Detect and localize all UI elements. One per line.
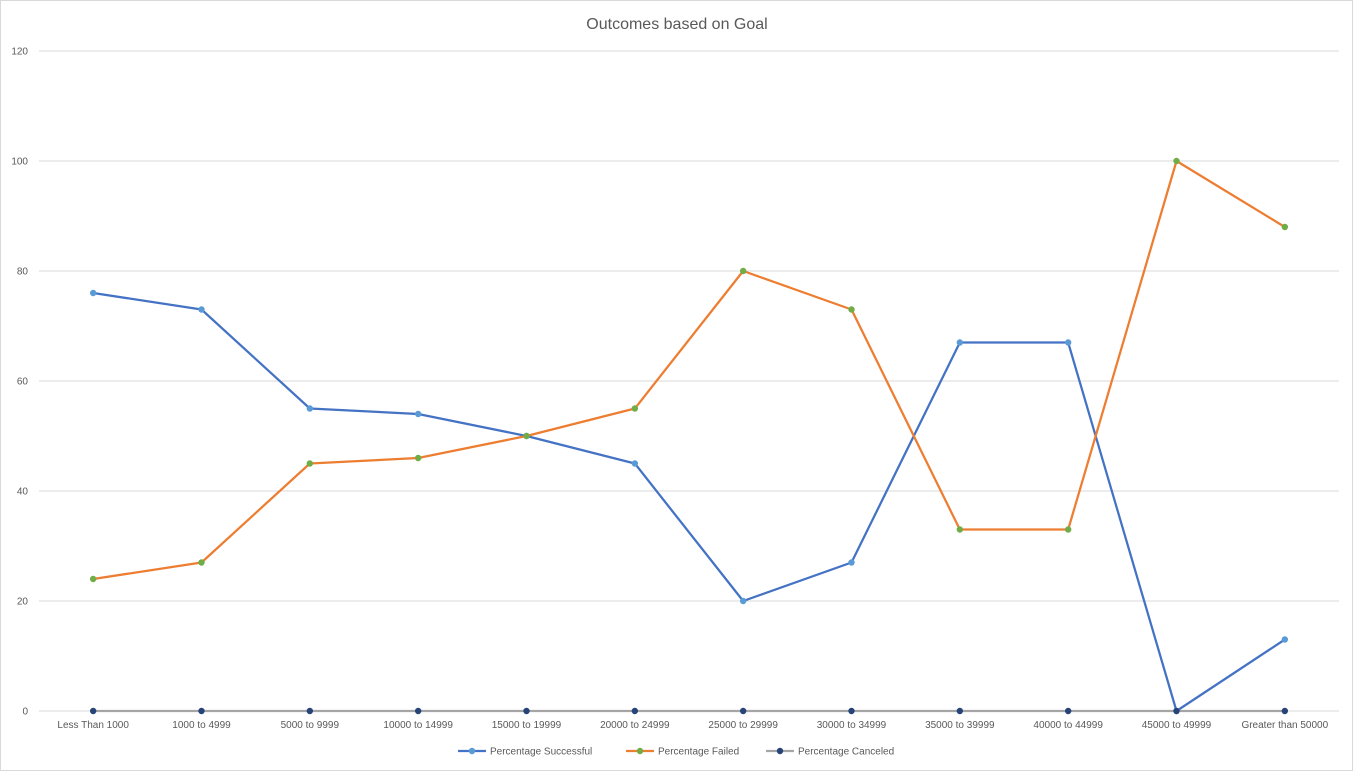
data-point (198, 306, 205, 313)
series-group (89, 289, 1289, 715)
data-point (1281, 223, 1289, 231)
legend-swatch-marker (468, 747, 476, 755)
data-point (739, 267, 747, 275)
y-tick-label: 0 (22, 707, 28, 718)
data-point (523, 707, 530, 715)
x-tick-label: Less Than 1000 (57, 720, 129, 731)
data-point (956, 707, 964, 715)
legend-item: Percentage Successful (458, 747, 592, 758)
data-point (1173, 707, 1180, 715)
series-group (89, 707, 1289, 715)
data-point (1064, 707, 1072, 715)
data-point (306, 405, 314, 412)
legend: Percentage Successful Percentage Failed Pe… (458, 747, 894, 758)
legend-item: Percentage Canceled (766, 747, 894, 758)
data-point (1064, 526, 1072, 533)
legend-item: Percentage Failed (626, 747, 739, 758)
data-point (1064, 339, 1072, 346)
series-line (92, 159, 1286, 581)
data-point (414, 410, 422, 418)
data-point (739, 707, 747, 715)
data-point (198, 707, 205, 715)
data-point (198, 559, 205, 566)
y-tick-label: 80 (17, 267, 29, 278)
x-tick-label: 45000 to 49999 (1142, 720, 1212, 731)
x-tick-label: 30000 to 34999 (817, 720, 887, 731)
legend-label: Percentage Successful (490, 747, 592, 758)
x-tick-label: Greater than 50000 (1241, 720, 1328, 731)
series-group (89, 157, 1289, 583)
data-point (414, 454, 422, 462)
x-tick-label: 10000 to 14999 (383, 720, 453, 731)
data-point (739, 597, 747, 605)
y-tick-label: 60 (17, 377, 29, 388)
x-tick-label: 40000 to 44999 (1033, 720, 1103, 731)
x-tick-label: 25000 to 29999 (708, 720, 778, 731)
data-point (631, 460, 639, 467)
data-point (89, 707, 97, 715)
x-tick-label: 35000 to 39999 (925, 720, 995, 731)
data-point (848, 306, 855, 313)
data-point (89, 289, 97, 297)
x-tick-label: 15000 to 19999 (492, 720, 562, 731)
data-point (414, 707, 422, 715)
x-tick-label: 5000 to 9999 (281, 720, 340, 731)
axes: 0 20 40 60 80 100 120 Less Than 1000 1000 to 499… (11, 47, 1339, 731)
chart-title: Outcomes based on Goal (586, 16, 767, 33)
data-point (1281, 636, 1289, 643)
legend-swatch-marker (776, 747, 784, 755)
x-tick-label: 20000 to 24999 (600, 720, 670, 731)
y-tick-label: 120 (11, 47, 28, 58)
x-tick-label: 1000 to 4999 (172, 720, 231, 731)
data-point (1173, 157, 1180, 165)
data-point (631, 405, 639, 412)
y-tick-label: 40 (17, 487, 29, 498)
series (89, 157, 1289, 715)
data-point (956, 526, 964, 533)
data-point (89, 575, 97, 583)
legend-label: Percentage Canceled (798, 747, 894, 758)
series-line (92, 291, 1286, 713)
data-point (631, 707, 639, 715)
data-point (306, 460, 314, 467)
y-tick-label: 20 (17, 597, 29, 608)
gridlines (39, 50, 1339, 602)
y-tick-label: 100 (11, 157, 28, 168)
data-point (1281, 707, 1289, 715)
data-point (306, 707, 314, 715)
data-point (956, 339, 964, 346)
data-point (848, 707, 855, 715)
legend-swatch-marker (636, 747, 644, 755)
data-point (523, 432, 530, 440)
data-point (848, 559, 855, 566)
legend-label: Percentage Failed (658, 747, 739, 758)
